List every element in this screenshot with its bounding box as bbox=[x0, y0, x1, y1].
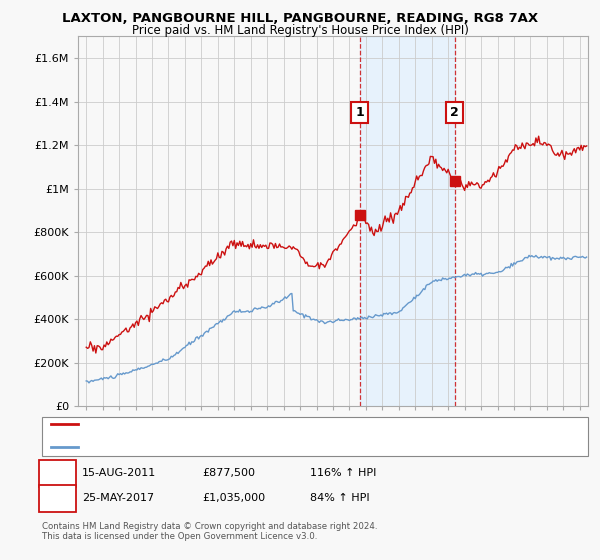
Text: Contains HM Land Registry data © Crown copyright and database right 2024.
This d: Contains HM Land Registry data © Crown c… bbox=[42, 522, 377, 542]
Text: 1: 1 bbox=[53, 466, 62, 480]
Text: LAXTON, PANGBOURNE HILL, PANGBOURNE, READING, RG8 7AX (detached house): LAXTON, PANGBOURNE HILL, PANGBOURNE, REA… bbox=[84, 419, 495, 430]
Bar bbox=[359, 36, 455, 406]
Text: 116% ↑ HPI: 116% ↑ HPI bbox=[310, 468, 377, 478]
Text: Price paid vs. HM Land Registry's House Price Index (HPI): Price paid vs. HM Land Registry's House … bbox=[131, 24, 469, 36]
Text: 1: 1 bbox=[355, 106, 364, 119]
Text: HPI: Average price, detached house, West Berkshire: HPI: Average price, detached house, West… bbox=[84, 442, 343, 452]
Text: LAXTON, PANGBOURNE HILL, PANGBOURNE, READING, RG8 7AX: LAXTON, PANGBOURNE HILL, PANGBOURNE, REA… bbox=[62, 12, 538, 25]
Text: 25-MAY-2017: 25-MAY-2017 bbox=[82, 493, 154, 503]
Text: 15-AUG-2011: 15-AUG-2011 bbox=[82, 468, 157, 478]
Text: £877,500: £877,500 bbox=[202, 468, 255, 478]
Text: 2: 2 bbox=[450, 106, 459, 119]
Text: £1,035,000: £1,035,000 bbox=[202, 493, 265, 503]
Text: 2: 2 bbox=[53, 492, 62, 505]
Text: 84% ↑ HPI: 84% ↑ HPI bbox=[310, 493, 370, 503]
